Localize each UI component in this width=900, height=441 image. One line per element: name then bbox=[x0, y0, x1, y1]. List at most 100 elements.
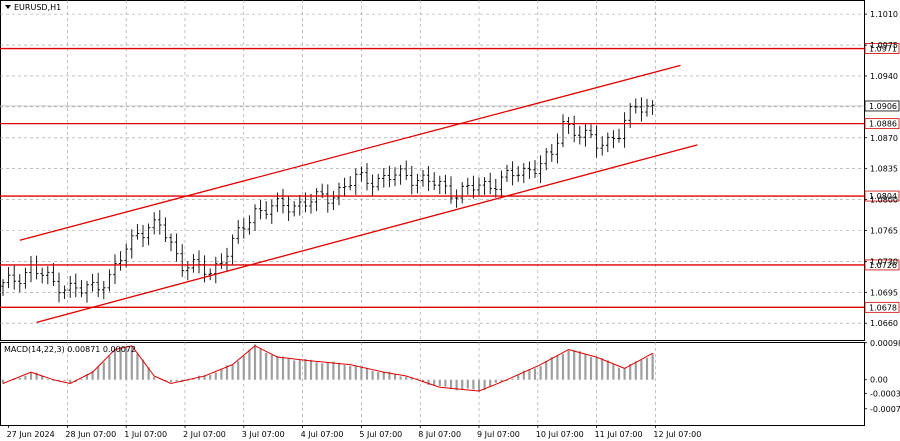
price-tick-label: 1.0940 bbox=[870, 72, 898, 81]
candle bbox=[326, 184, 330, 213]
candle bbox=[46, 266, 50, 285]
level-price-box bbox=[864, 259, 900, 271]
main-pane bbox=[0, 0, 865, 426]
candle bbox=[376, 173, 380, 191]
macd-pane-border bbox=[0, 342, 865, 426]
candle bbox=[208, 268, 212, 281]
candle bbox=[449, 176, 453, 204]
candle bbox=[298, 194, 302, 216]
time-tick-label: 5 Jul 07:00 bbox=[359, 430, 402, 439]
candle bbox=[1, 279, 5, 296]
candle bbox=[387, 165, 392, 188]
time-tick-label: 2 Jul 07:00 bbox=[183, 430, 226, 439]
candle bbox=[186, 261, 190, 281]
level-price-box bbox=[864, 190, 900, 202]
candle bbox=[348, 176, 352, 191]
candle bbox=[242, 218, 246, 239]
candle bbox=[107, 269, 112, 292]
price-tick-label: 1.0765 bbox=[870, 226, 898, 235]
candle bbox=[135, 223, 140, 240]
candle bbox=[466, 177, 470, 195]
candle bbox=[611, 130, 616, 149]
chart-title-label: EURUSD,H1 bbox=[14, 3, 61, 12]
chart-title[interactable]: EURUSD,H1 bbox=[5, 3, 61, 12]
candle bbox=[538, 155, 543, 184]
candle bbox=[102, 280, 106, 300]
price-tick-label: 1.0660 bbox=[870, 319, 898, 328]
candle bbox=[505, 164, 509, 182]
candle bbox=[617, 128, 621, 143]
candle bbox=[309, 193, 313, 214]
candle bbox=[421, 169, 425, 187]
candle bbox=[85, 280, 89, 303]
candle bbox=[359, 166, 364, 182]
price-candles bbox=[1, 97, 655, 303]
candle bbox=[578, 125, 582, 145]
candle bbox=[561, 114, 565, 148]
candle bbox=[270, 199, 274, 224]
candle bbox=[544, 148, 548, 171]
candle bbox=[499, 170, 504, 199]
level-price-box bbox=[864, 118, 900, 130]
candle bbox=[583, 124, 588, 147]
chart-grid bbox=[0, 0, 864, 425]
level-price-label: 1.0804 bbox=[869, 192, 897, 201]
candle bbox=[169, 233, 173, 252]
candle bbox=[141, 224, 145, 248]
candle bbox=[258, 200, 263, 220]
candle bbox=[247, 215, 252, 235]
candle bbox=[594, 125, 599, 158]
candle bbox=[62, 285, 67, 300]
macd-tick-label: -0.00036 bbox=[870, 389, 900, 398]
candle bbox=[253, 204, 257, 232]
macd-pane: 0.00098 -0.00036 0.00 -0.00077 bbox=[1, 339, 900, 414]
macd-label: MACD(14,22,3) 0.00871 0.00072 bbox=[4, 345, 136, 354]
time-tick-label: 10 Jul 07:00 bbox=[536, 430, 584, 439]
candle bbox=[527, 161, 532, 179]
candle bbox=[533, 160, 537, 178]
candle bbox=[214, 256, 218, 284]
time-tick-label: 12 Jul 07:00 bbox=[653, 430, 701, 439]
candle bbox=[460, 182, 464, 204]
level-price-label: 1.0726 bbox=[869, 261, 897, 270]
candle bbox=[337, 182, 341, 206]
candle bbox=[292, 201, 296, 217]
price-axis: 1.10101.09751.09401.09051.08701.08351.08… bbox=[864, 10, 900, 328]
candle bbox=[275, 192, 280, 212]
macd-tick-label: 0.00 bbox=[870, 376, 888, 385]
candle bbox=[74, 273, 78, 298]
channel-lower-line[interactable] bbox=[36, 144, 698, 323]
channel-upper-line[interactable] bbox=[19, 64, 681, 241]
level-price-label: 1.0886 bbox=[869, 120, 897, 129]
candle bbox=[477, 177, 481, 196]
candle bbox=[191, 254, 196, 273]
candle bbox=[482, 177, 487, 195]
candle bbox=[572, 115, 576, 143]
candle bbox=[12, 265, 16, 290]
candle bbox=[130, 229, 134, 259]
candle bbox=[230, 234, 235, 265]
candle bbox=[438, 175, 442, 194]
candle bbox=[471, 175, 476, 199]
macd-tick-label: 0.00098 bbox=[870, 339, 900, 348]
candle bbox=[494, 178, 498, 198]
candle bbox=[639, 97, 644, 122]
candle bbox=[34, 255, 39, 280]
candle bbox=[40, 267, 44, 284]
candle bbox=[415, 173, 420, 194]
level-price-box bbox=[864, 301, 900, 313]
level-price-label: 1.0971 bbox=[869, 45, 897, 54]
candle bbox=[393, 167, 397, 187]
candle bbox=[454, 189, 459, 208]
macd-signal-line bbox=[2, 345, 653, 392]
price-tick-label: 1.0730 bbox=[870, 257, 898, 266]
candle bbox=[566, 116, 571, 134]
candle bbox=[225, 247, 229, 272]
dropdown-triangle-icon[interactable] bbox=[5, 5, 11, 9]
price-tick-label: 1.0800 bbox=[870, 196, 898, 205]
price-tick-label: 1.0835 bbox=[870, 165, 898, 174]
candle bbox=[113, 254, 117, 285]
candle bbox=[236, 219, 240, 244]
candle bbox=[650, 100, 655, 115]
